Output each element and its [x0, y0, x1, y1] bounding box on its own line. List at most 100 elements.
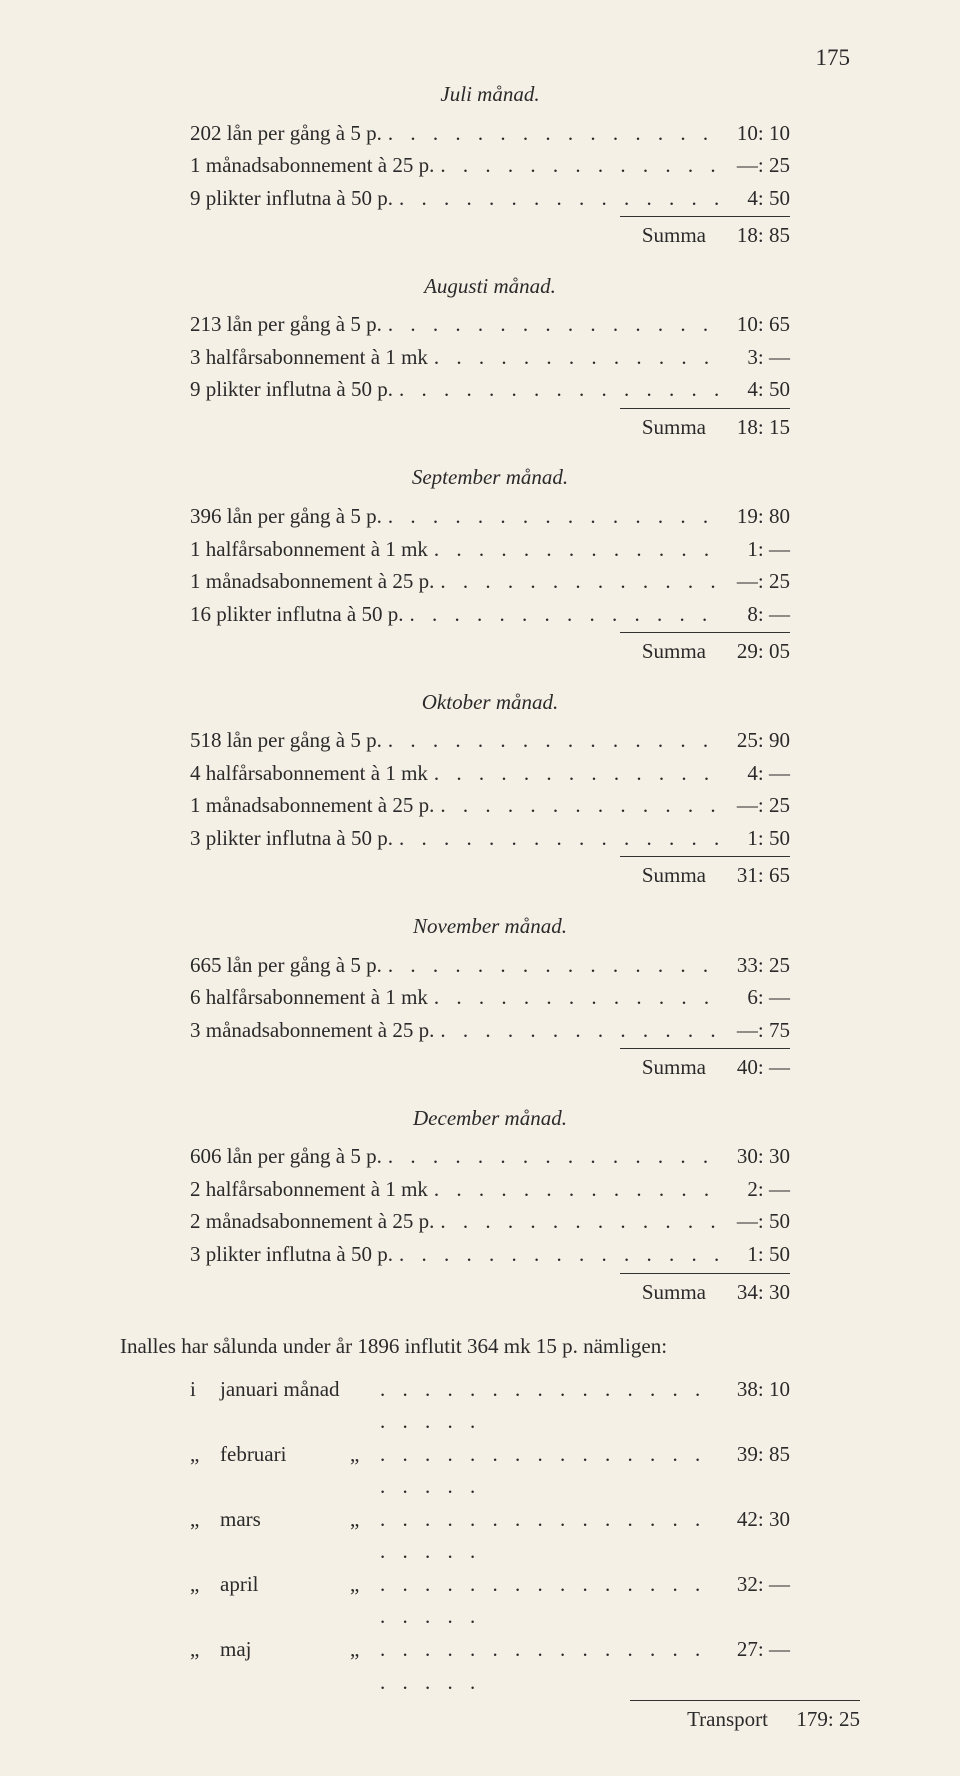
leader-dots: . . . . . . . . . . . . . . . . . . . . — [393, 822, 720, 855]
ledger-row: 202 lån per gång à 5 p.. . . . . . . . .… — [190, 117, 790, 150]
leader-dots: . . . . . . . . . . . . . . . . . . . . — [428, 341, 720, 374]
leader-dots: . . . . . . . . . . . . . . . . . . . . — [393, 1238, 720, 1271]
ledger-row: 213 lån per gång à 5 p.. . . . . . . . .… — [190, 308, 790, 341]
ledger-row-value: 1: 50 — [720, 822, 790, 855]
summa-value: 34: 30 — [720, 1276, 790, 1309]
ledger-row-value: —: 25 — [720, 565, 790, 598]
summa-row: Summa40: — — [620, 1048, 790, 1084]
ledger-row-value: 8: — — [720, 598, 790, 631]
ledger-row-value: 10: 10 — [720, 117, 790, 150]
summa-row: Summa34: 30 — [620, 1273, 790, 1309]
summary-row: „februari„. . . . . . . . . . . . . . . … — [190, 1438, 790, 1503]
leader-dots: . . . . . . . . . . . . . . . . . . . . — [380, 1503, 710, 1568]
month-title: Oktober månad. — [120, 686, 860, 719]
summa-label: Summa — [642, 219, 706, 252]
month-title: December månad. — [120, 1102, 860, 1135]
ledger-row: 3 plikter influtna à 50 p.. . . . . . . … — [190, 822, 790, 855]
month-title: Juli månad. — [120, 78, 860, 111]
summa-value: 18: 15 — [720, 411, 790, 444]
ledger-row-value: 3: — — [720, 341, 790, 374]
ledger-row-label: 3 plikter influtna à 50 p. — [190, 1238, 393, 1271]
ledger-row-label: 2 månadsabonnement à 25 p. — [190, 1205, 434, 1238]
ledger-row: 6 halfårsabonnement à 1 mk. . . . . . . … — [190, 981, 790, 1014]
ledger-row-value: 6: — — [720, 981, 790, 1014]
summa-value: 18: 85 — [720, 219, 790, 252]
summary-ditto: „ — [350, 1503, 380, 1568]
summary-month: mars — [220, 1503, 350, 1568]
summary-value: 27: — — [710, 1633, 790, 1698]
ledger-row-label: 6 halfårsabonnement à 1 mk — [190, 981, 428, 1014]
leader-dots: . . . . . . . . . . . . . . . . . . . . — [380, 1438, 710, 1503]
leader-dots: . . . . . . . . . . . . . . . . . . . . — [434, 149, 720, 182]
ledger-row-label: 4 halfårsabonnement à 1 mk — [190, 757, 428, 790]
ledger-row: 3 plikter influtna à 50 p.. . . . . . . … — [190, 1238, 790, 1271]
leader-dots: . . . . . . . . . . . . . . . . . . . . — [382, 308, 720, 341]
summary-prefix: i — [190, 1373, 220, 1438]
ledger-row: 606 lån per gång à 5 p.. . . . . . . . .… — [190, 1140, 790, 1173]
summary-row: „mars„. . . . . . . . . . . . . . . . . … — [190, 1503, 790, 1568]
ledger-row: 1 månadsabonnement à 25 p.. . . . . . . … — [190, 565, 790, 598]
summary-prefix: „ — [190, 1568, 220, 1633]
page-number: 175 — [816, 40, 851, 76]
ledger-row-value: 19: 80 — [720, 500, 790, 533]
summary-value: 42: 30 — [710, 1503, 790, 1568]
ledger-row-label: 2 halfårsabonnement à 1 mk — [190, 1173, 428, 1206]
ledger-row: 665 lån per gång à 5 p.. . . . . . . . .… — [190, 949, 790, 982]
summa-value: 29: 05 — [720, 635, 790, 668]
ledger-row-value: 4: — — [720, 757, 790, 790]
ledger-row-label: 606 lån per gång à 5 p. — [190, 1140, 382, 1173]
ledger-row-value: 1: 50 — [720, 1238, 790, 1271]
summary-month: februari — [220, 1438, 350, 1503]
ledger-row: 9 plikter influtna à 50 p.. . . . . . . … — [190, 373, 790, 406]
ledger-row-value: 1: — — [720, 533, 790, 566]
summary-ditto: „ — [350, 1568, 380, 1633]
ledger-row: 1 månadsabonnement à 25 p.. . . . . . . … — [190, 789, 790, 822]
leader-dots: . . . . . . . . . . . . . . . . . . . . — [382, 1140, 720, 1173]
summa-label: Summa — [642, 411, 706, 444]
ledger-row-value: 25: 90 — [720, 724, 790, 757]
leader-dots: . . . . . . . . . . . . . . . . . . . . — [434, 565, 720, 598]
ledger-row-label: 396 lån per gång à 5 p. — [190, 500, 382, 533]
summary-prefix: „ — [190, 1633, 220, 1698]
ledger-row: 3 månadsabonnement à 25 p.. . . . . . . … — [190, 1014, 790, 1047]
summary-value: 39: 85 — [710, 1438, 790, 1503]
ledger-row-label: 3 plikter influtna à 50 p. — [190, 822, 393, 855]
inalles-text: Inalles har sålunda under år 1896 influt… — [120, 1330, 860, 1363]
ledger-row-value: 2: — — [720, 1173, 790, 1206]
summary-value: 32: — — [710, 1568, 790, 1633]
leader-dots: . . . . . . . . . . . . . . . . . . . . — [434, 789, 720, 822]
leader-dots: . . . . . . . . . . . . . . . . . . . . — [380, 1633, 710, 1698]
ledger-row-label: 1 månadsabonnement à 25 p. — [190, 789, 434, 822]
transport-value: 179: 25 — [780, 1703, 860, 1736]
ledger-row: 3 halfårsabonnement à 1 mk. . . . . . . … — [190, 341, 790, 374]
summa-label: Summa — [642, 859, 706, 892]
leader-dots: . . . . . . . . . . . . . . . . . . . . — [393, 182, 720, 215]
ledger-row: 518 lån per gång à 5 p.. . . . . . . . .… — [190, 724, 790, 757]
ledger-row-label: 1 månadsabonnement à 25 p. — [190, 149, 434, 182]
ledger-row-value: —: 50 — [720, 1205, 790, 1238]
summa-label: Summa — [642, 635, 706, 668]
leader-dots: . . . . . . . . . . . . . . . . . . . . — [428, 1173, 720, 1206]
ledger-row-label: 3 månadsabonnement à 25 p. — [190, 1014, 434, 1047]
summa-value: 31: 65 — [720, 859, 790, 892]
month-title: Augusti månad. — [120, 270, 860, 303]
ledger-row-value: —: 75 — [720, 1014, 790, 1047]
summa-value: 40: — — [720, 1051, 790, 1084]
ledger-row-label: 1 halfårsabonnement à 1 mk — [190, 533, 428, 566]
transport-row: Transport 179: 25 — [630, 1700, 860, 1736]
ledger-row: 1 månadsabonnement à 25 p.. . . . . . . … — [190, 149, 790, 182]
summary-row: „maj„. . . . . . . . . . . . . . . . . .… — [190, 1633, 790, 1698]
leader-dots: . . . . . . . . . . . . . . . . . . . . — [428, 981, 720, 1014]
ledger-row-value: —: 25 — [720, 149, 790, 182]
leader-dots: . . . . . . . . . . . . . . . . . . . . — [380, 1373, 710, 1438]
ledger-row-label: 1 månadsabonnement à 25 p. — [190, 565, 434, 598]
ledger-row: 16 plikter influtna à 50 p.. . . . . . .… — [190, 598, 790, 631]
summa-row: Summa 18: 15 — [620, 408, 790, 444]
ledger-row-value: 10: 65 — [720, 308, 790, 341]
summa-row: Summa 31: 65 — [620, 856, 790, 892]
leader-dots: . . . . . . . . . . . . . . . . . . . . — [382, 724, 720, 757]
ledger-row-label: 9 plikter influtna à 50 p. — [190, 373, 393, 406]
ledger-row-value: 30: 30 — [720, 1140, 790, 1173]
ledger-row: 9 plikter influtna à 50 p.. . . . . . . … — [190, 182, 790, 215]
summary-prefix: „ — [190, 1438, 220, 1503]
